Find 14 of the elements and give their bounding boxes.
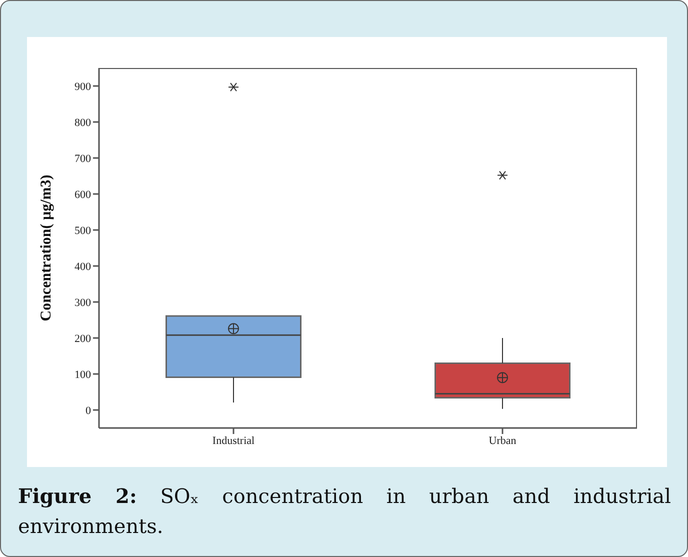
y-tick-label: 900 bbox=[74, 80, 92, 93]
y-tick-label: 300 bbox=[74, 296, 92, 309]
y-tick-label: 400 bbox=[74, 260, 92, 273]
y-tick-label: 500 bbox=[74, 224, 92, 237]
x-tick-label: Industrial bbox=[212, 434, 255, 447]
text: Figure 2: SOₓ concentration in urban and industrial environments. bbox=[18, 484, 671, 538]
y-tick-label: 200 bbox=[74, 332, 92, 345]
y-axis-title: Concentration( µg/m3) bbox=[38, 174, 54, 322]
y-tick-label: 600 bbox=[74, 188, 92, 201]
y-tick-label: 0 bbox=[86, 404, 92, 417]
y-tick-label: 800 bbox=[74, 116, 92, 129]
y-tick-label: 100 bbox=[74, 368, 92, 381]
y-tick-label: 700 bbox=[74, 152, 92, 165]
x-tick-label: Urban bbox=[488, 434, 517, 447]
